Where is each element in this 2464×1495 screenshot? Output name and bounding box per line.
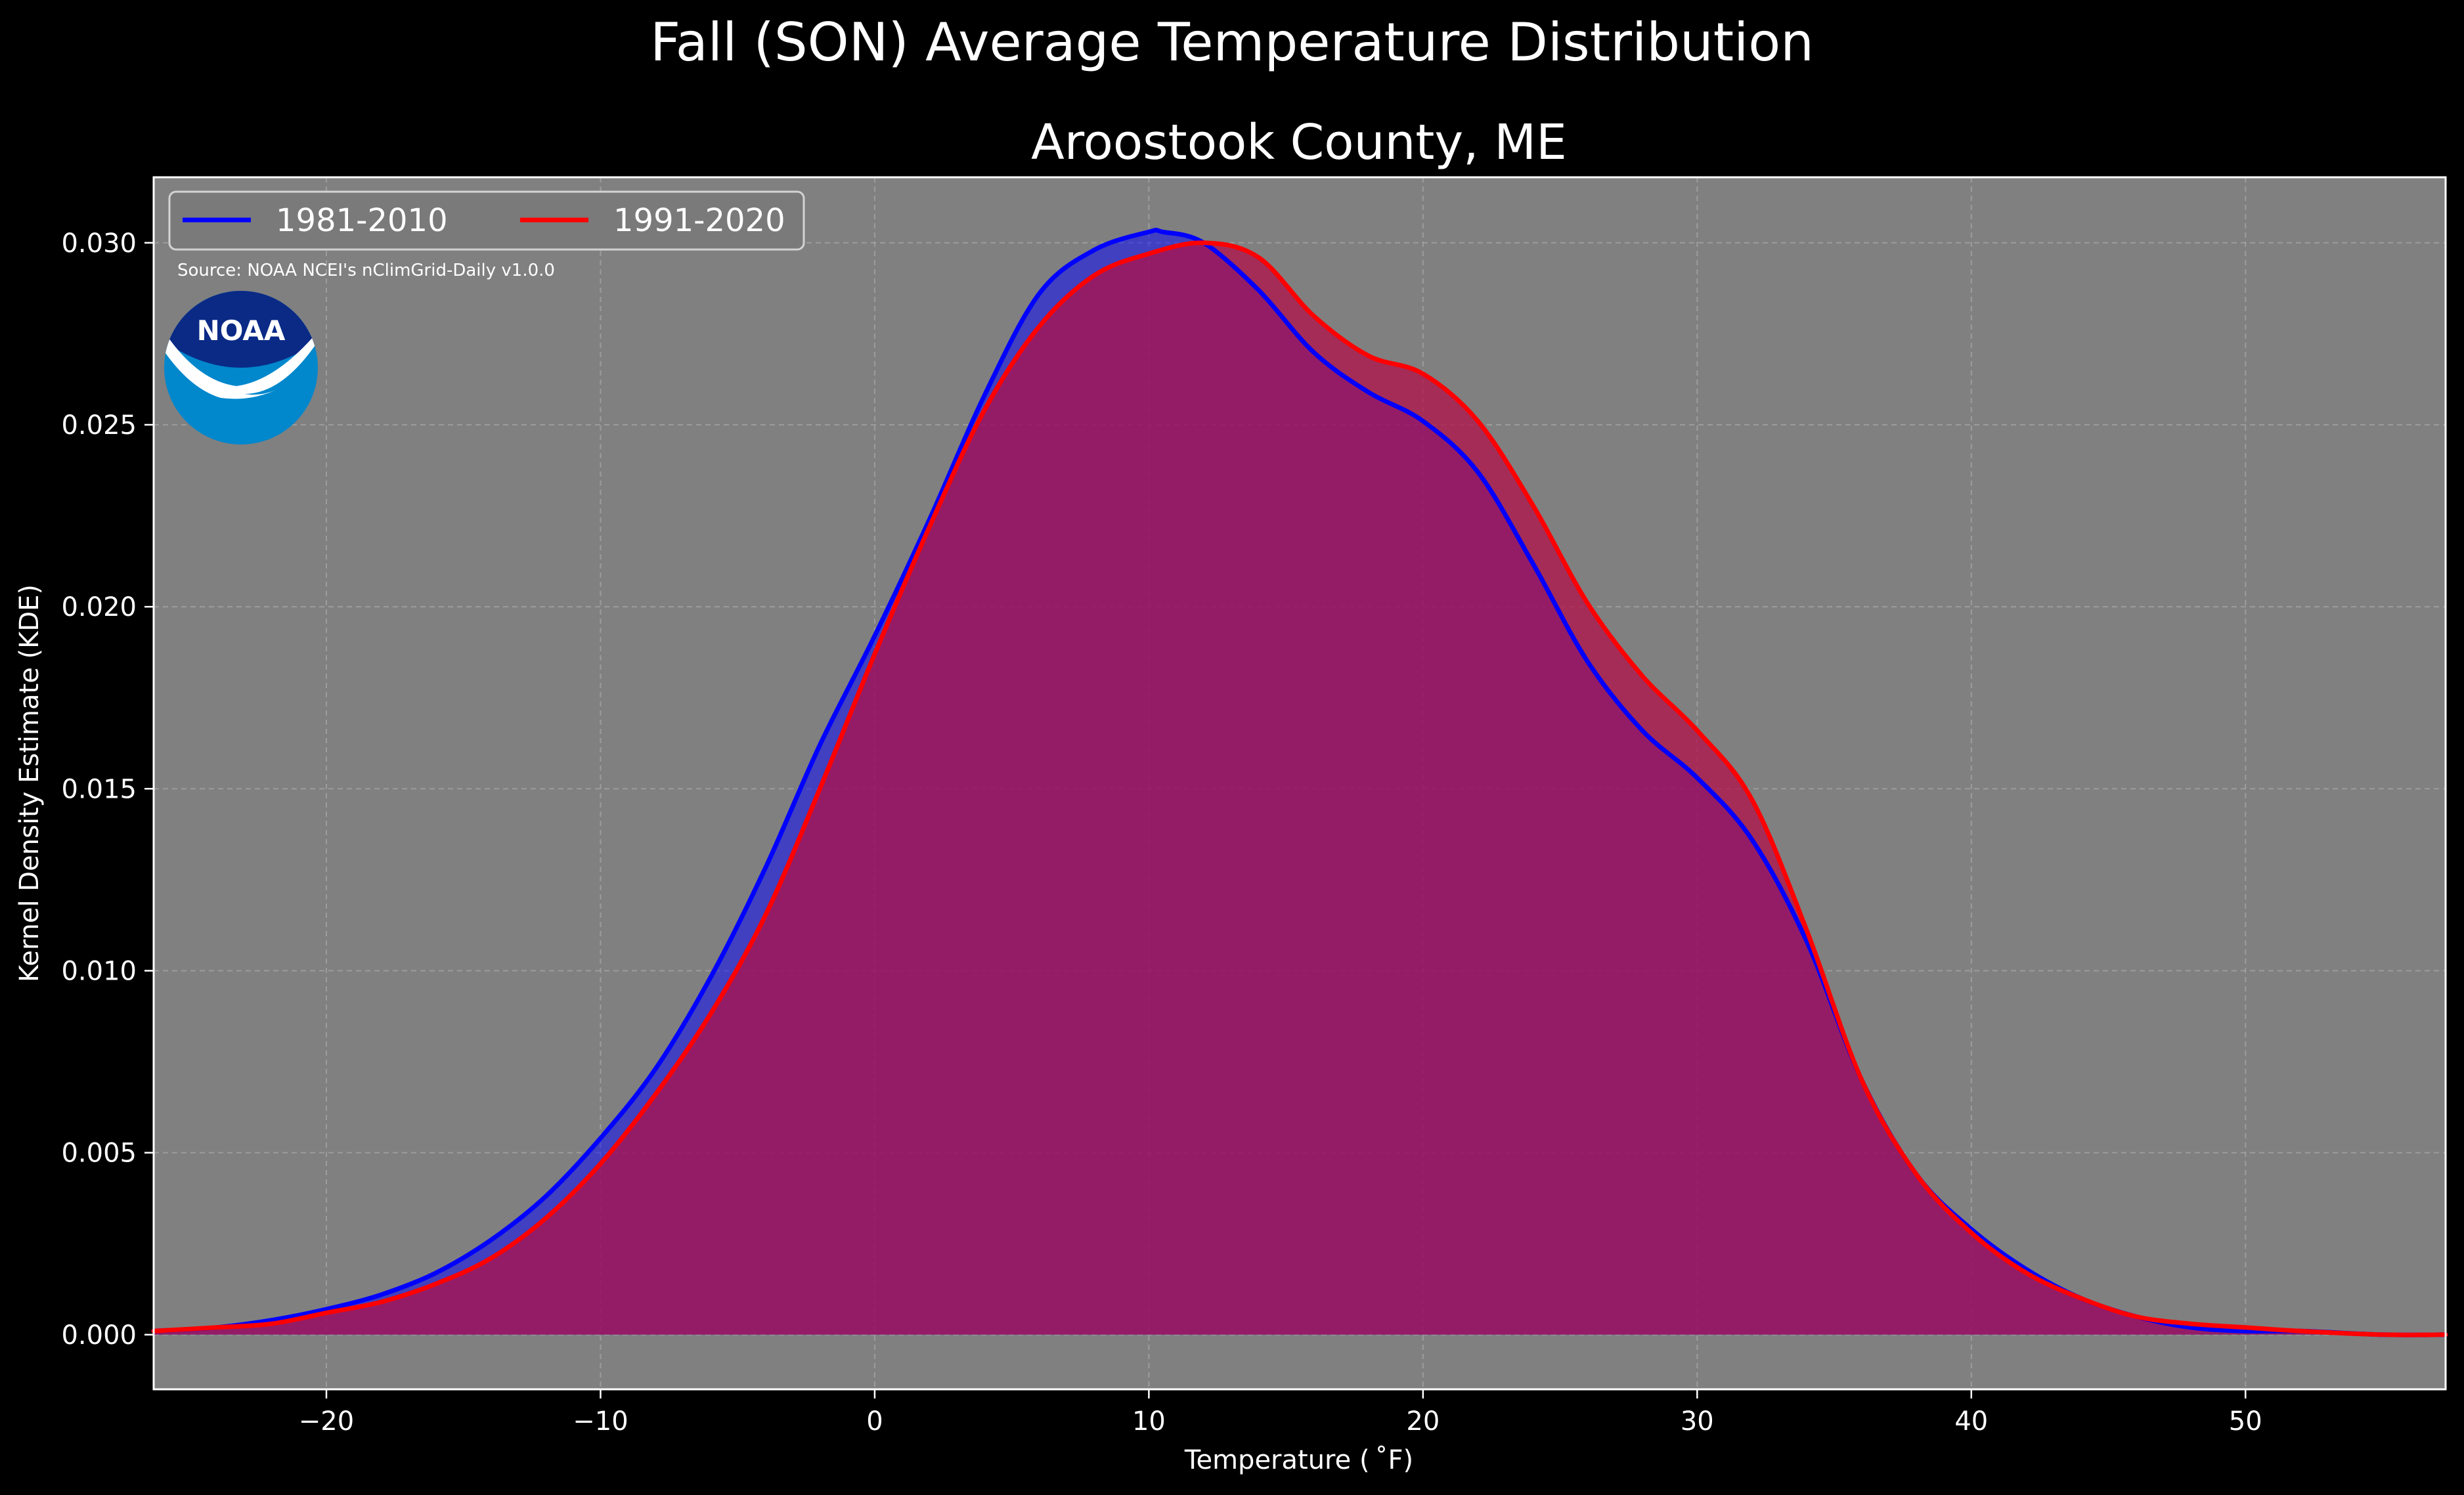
figure-suptitle: Fall (SON) Average Temperature Distribut… [650,12,1814,73]
logo-top-dark [164,291,318,368]
y-tick-label: 0.025 [61,410,137,441]
y-tick-label: 0.015 [61,774,137,804]
series-line-1991-2020 [151,240,2448,1337]
y-tick-label: 0.020 [61,592,137,622]
source-annotation: Source: NOAA NCEI's nClimGrid-Daily v1.0… [177,261,555,280]
legend-label-1991-2020: 1991-2020 [613,202,785,239]
noaa-logo: NOAA [164,291,318,444]
x-tick-label: 50 [2229,1406,2262,1437]
y-axis-ticks: 0.000 0.005 0.010 0.015 0.020 0.025 0.030 [61,228,154,1351]
x-tick-label: 20 [1406,1406,1440,1437]
x-tick-label: 30 [1681,1406,1714,1437]
x-tick-label: −20 [299,1406,354,1437]
x-axis-label: Temperature ( ˚F) [1184,1445,1413,1475]
y-tick-label: 0.005 [61,1138,137,1169]
x-tick-label: 40 [1954,1406,1988,1437]
x-axis-ticks: −20 −10 0 10 20 30 40 50 [299,1389,2262,1437]
y-tick-label: 0.010 [61,956,137,986]
y-tick-label: 0.000 [61,1320,137,1351]
series-line-1981-2010 [151,227,2448,1337]
x-tick-label: −10 [573,1406,628,1437]
y-axis-label: Kernel Density Estimate (KDE) [14,584,45,982]
legend-frame [168,190,805,251]
series-layer [151,227,2448,1337]
logo-text: NOAA [197,314,286,347]
x-tick-label: 0 [866,1406,883,1437]
series-fill-1991-2020 [154,242,2446,1335]
x-tick-label: 10 [1132,1406,1166,1437]
plot-frame [152,176,2447,1391]
logo-gull-icon [164,332,318,399]
legend: 1981-2010 1991-2020 [168,190,805,251]
chart-title: Aroostook County, ME [1031,114,1567,171]
legend-label-1981-2010: 1981-2010 [276,202,448,239]
y-tick-label: 0.030 [61,228,137,259]
